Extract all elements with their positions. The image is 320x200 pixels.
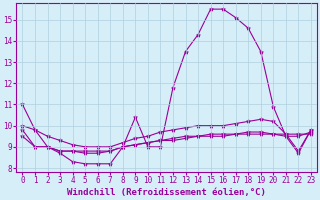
X-axis label: Windchill (Refroidissement éolien,°C): Windchill (Refroidissement éolien,°C) [67,188,266,197]
